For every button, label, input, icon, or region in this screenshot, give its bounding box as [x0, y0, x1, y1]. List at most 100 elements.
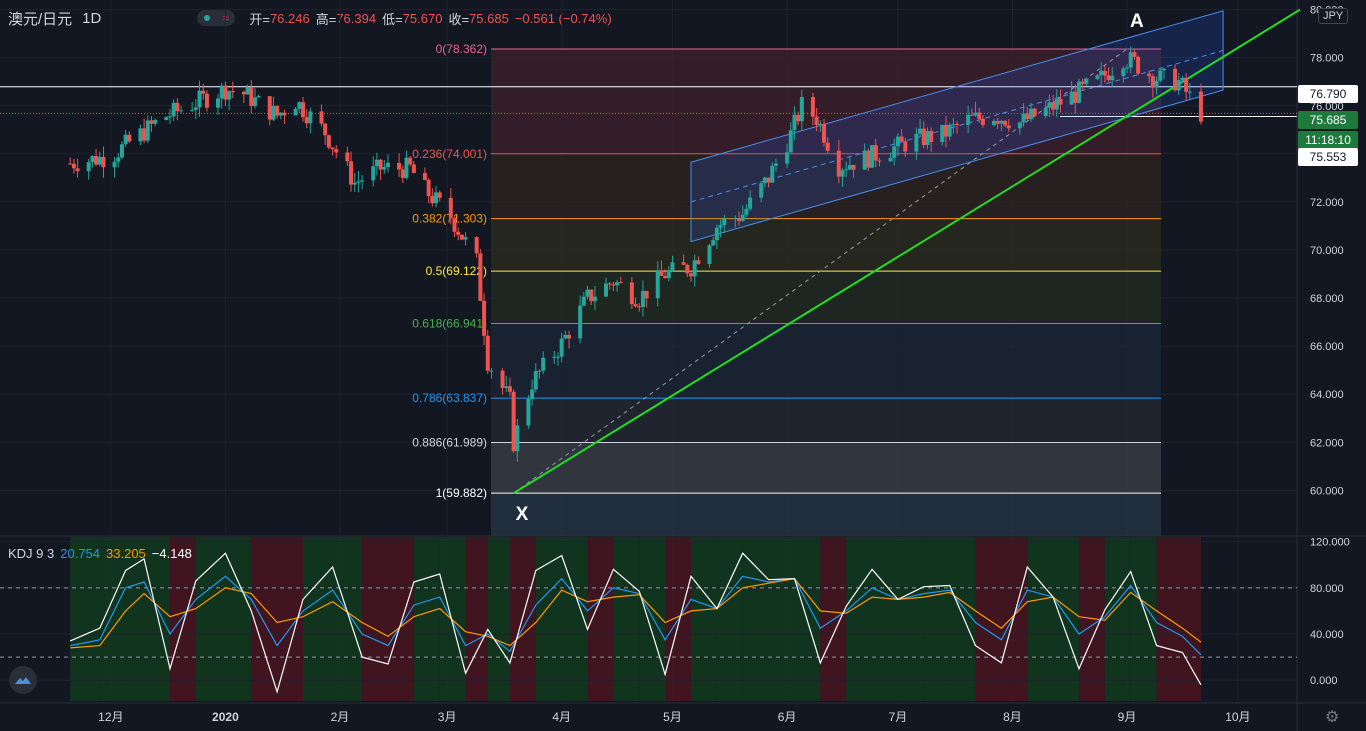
candle-body — [785, 152, 790, 164]
kdj-signal-zone — [1182, 537, 1201, 701]
kdj-signal-zone — [742, 537, 769, 701]
candle-body — [345, 152, 350, 162]
candle-body — [685, 264, 690, 274]
kdj-signal-zone — [1053, 537, 1079, 701]
kdj-signal-zone — [70, 537, 100, 701]
candle-body — [267, 96, 272, 120]
kdj-tick-label: 80.000 — [1310, 583, 1344, 595]
open-label: 开= — [249, 11, 270, 27]
candle-body — [474, 237, 479, 254]
interval-label[interactable]: 1D — [82, 9, 102, 27]
candle-body — [714, 227, 719, 241]
candle-body — [1173, 68, 1178, 91]
candle-body — [1051, 102, 1056, 110]
kdj-signal-zone — [1001, 537, 1028, 701]
cloud-logo-icon[interactable] — [9, 666, 37, 694]
kdj-signal-zone — [1027, 537, 1054, 701]
time-tick-label: 6月 — [778, 710, 797, 724]
price-tag-label: 75.685 — [1310, 113, 1347, 127]
change-value: −0.561 (−0.74%) — [514, 10, 612, 26]
kdj-signal-zone — [897, 537, 924, 701]
candle-body — [434, 192, 439, 204]
candle-body — [899, 136, 904, 142]
candle-body — [836, 150, 841, 177]
candle-body — [611, 284, 616, 286]
gear-icon[interactable]: ⚙ — [1325, 709, 1340, 726]
candle-body — [541, 357, 546, 371]
candle-body — [1136, 56, 1141, 74]
candle-body — [127, 134, 132, 142]
candle-body — [530, 389, 535, 400]
candle-body — [500, 370, 505, 388]
candle-body — [929, 130, 934, 143]
candle-body — [201, 90, 206, 94]
kdj-k-line — [70, 575, 1202, 656]
candle-body — [485, 335, 490, 371]
market-status-icon — [203, 15, 210, 21]
candle-body — [1058, 98, 1063, 105]
kdj-signal-zone — [509, 537, 536, 701]
candle-body — [249, 87, 254, 107]
candle-body — [1054, 98, 1059, 110]
fib-zone — [491, 271, 1161, 324]
candle-body — [914, 133, 919, 152]
symbol-name[interactable]: 澳元/日元 — [8, 10, 73, 28]
time-tick-label: 5月 — [663, 710, 682, 724]
candle-body — [404, 157, 409, 178]
candle-body — [1047, 102, 1052, 108]
candle-body — [670, 262, 675, 271]
candle-body — [585, 289, 590, 297]
candle-body — [1076, 81, 1081, 103]
channel-midline — [690, 49, 1224, 203]
currency-button[interactable]: JPY — [1318, 8, 1349, 24]
price-tick-label: 76.000 — [1310, 101, 1344, 113]
candle-body — [123, 134, 128, 145]
kdj-legend: KDJ 9 3 20.754 33.205 −4.148 — [8, 546, 192, 561]
candle-body — [330, 147, 335, 150]
candle-body — [918, 128, 923, 134]
candle-body — [86, 162, 91, 172]
fib-level-label: 0.618(66.941) — [412, 316, 487, 330]
candle-body — [844, 169, 849, 171]
fib-level-label: 0.786(63.837) — [412, 391, 487, 405]
candle-body — [1132, 52, 1137, 57]
kdj-signal-zone — [923, 537, 950, 701]
price-tick-label: 66.000 — [1310, 341, 1344, 353]
candle-body — [271, 105, 276, 120]
candle-body — [360, 180, 365, 182]
candle-body — [349, 161, 354, 185]
candle-body — [533, 371, 538, 390]
candle-body — [681, 262, 686, 265]
candle-body — [851, 164, 856, 170]
candle-body — [592, 296, 597, 302]
time-tick-label: 3月 — [438, 710, 457, 724]
fib-level-label: 0(78.362) — [436, 42, 487, 56]
candle-body — [615, 282, 620, 286]
time-tick-label: 10月 — [1225, 710, 1250, 724]
candle-body — [1099, 70, 1104, 76]
candle-body — [459, 234, 464, 240]
candle-body — [877, 160, 882, 162]
candle-body — [1032, 108, 1037, 117]
candle-body — [633, 304, 638, 307]
price-tag — [1298, 111, 1358, 129]
candle-body — [607, 283, 612, 285]
candle-body — [733, 218, 738, 220]
candle-body — [308, 111, 313, 124]
candle-body — [112, 161, 117, 168]
candle-body — [171, 102, 176, 117]
candle-body — [663, 275, 668, 279]
candle-body — [655, 270, 660, 299]
candle-body — [818, 123, 823, 125]
candle-body — [304, 117, 309, 124]
time-tick-label: 8月 — [1003, 710, 1022, 724]
open-value: 76.246 — [269, 10, 310, 26]
candle-body — [692, 260, 697, 277]
kdj-signal-zone — [362, 537, 388, 701]
candle-body — [119, 144, 124, 158]
kdj-signal-zone — [169, 537, 196, 701]
low-label: 低= — [382, 11, 403, 27]
kdj-signal-zone — [768, 537, 795, 701]
candle-body — [943, 124, 948, 137]
